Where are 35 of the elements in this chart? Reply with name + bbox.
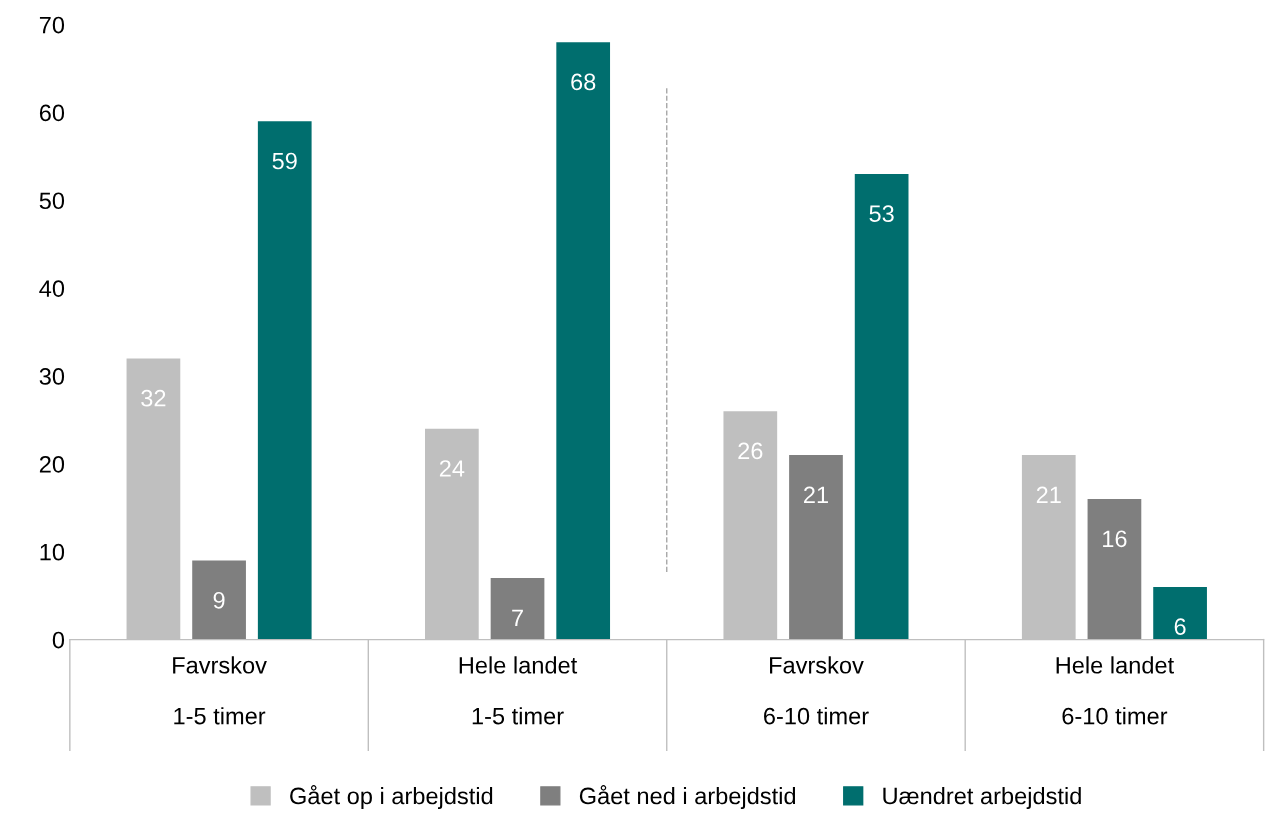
category-label: Hele landet 1-5 timer	[459, 656, 578, 725]
category-label: Favrskov 1-5 timer	[173, 656, 267, 725]
data-label: 68	[571, 73, 596, 91]
bar	[192, 560, 246, 640]
data-label: 21	[804, 486, 828, 503]
data-label: 21	[1036, 486, 1061, 503]
bar	[556, 42, 611, 640]
data-label: 24	[439, 460, 465, 477]
y-tick-label: 70	[39, 16, 65, 34]
bar	[1087, 499, 1142, 640]
data-label: 26	[738, 442, 763, 460]
bar	[789, 455, 843, 640]
legend-label: Gået ned i arbejdstid	[579, 785, 796, 809]
data-label: 7	[512, 609, 523, 626]
y-tick-label: 60	[39, 104, 65, 122]
y-tick-label: 10	[40, 543, 65, 561]
data-label: 16	[1103, 530, 1127, 548]
category-label: Hele landet 6-10 timer	[1056, 656, 1174, 725]
legend-label: Uændret arbejdstid	[883, 786, 1081, 809]
y-tick-label: 50	[39, 192, 65, 210]
data-label: 59	[272, 152, 297, 170]
data-label: 32	[141, 389, 166, 407]
bar	[257, 121, 312, 640]
y-tick-label: 40	[39, 280, 65, 297]
legend-label: Gået op i arbejdstid	[290, 785, 493, 809]
bar	[1153, 586, 1207, 640]
data-label: 53	[869, 205, 894, 223]
category-label: Favrskov 6-10 timer	[764, 656, 869, 725]
bar	[490, 578, 545, 640]
bar	[854, 173, 909, 640]
y-tick-label: 20	[39, 455, 65, 473]
y-tick-label: 30	[39, 368, 65, 385]
data-label: 6	[1174, 618, 1186, 635]
data-label: 9	[213, 591, 225, 609]
y-tick-label: 0	[52, 631, 65, 649]
